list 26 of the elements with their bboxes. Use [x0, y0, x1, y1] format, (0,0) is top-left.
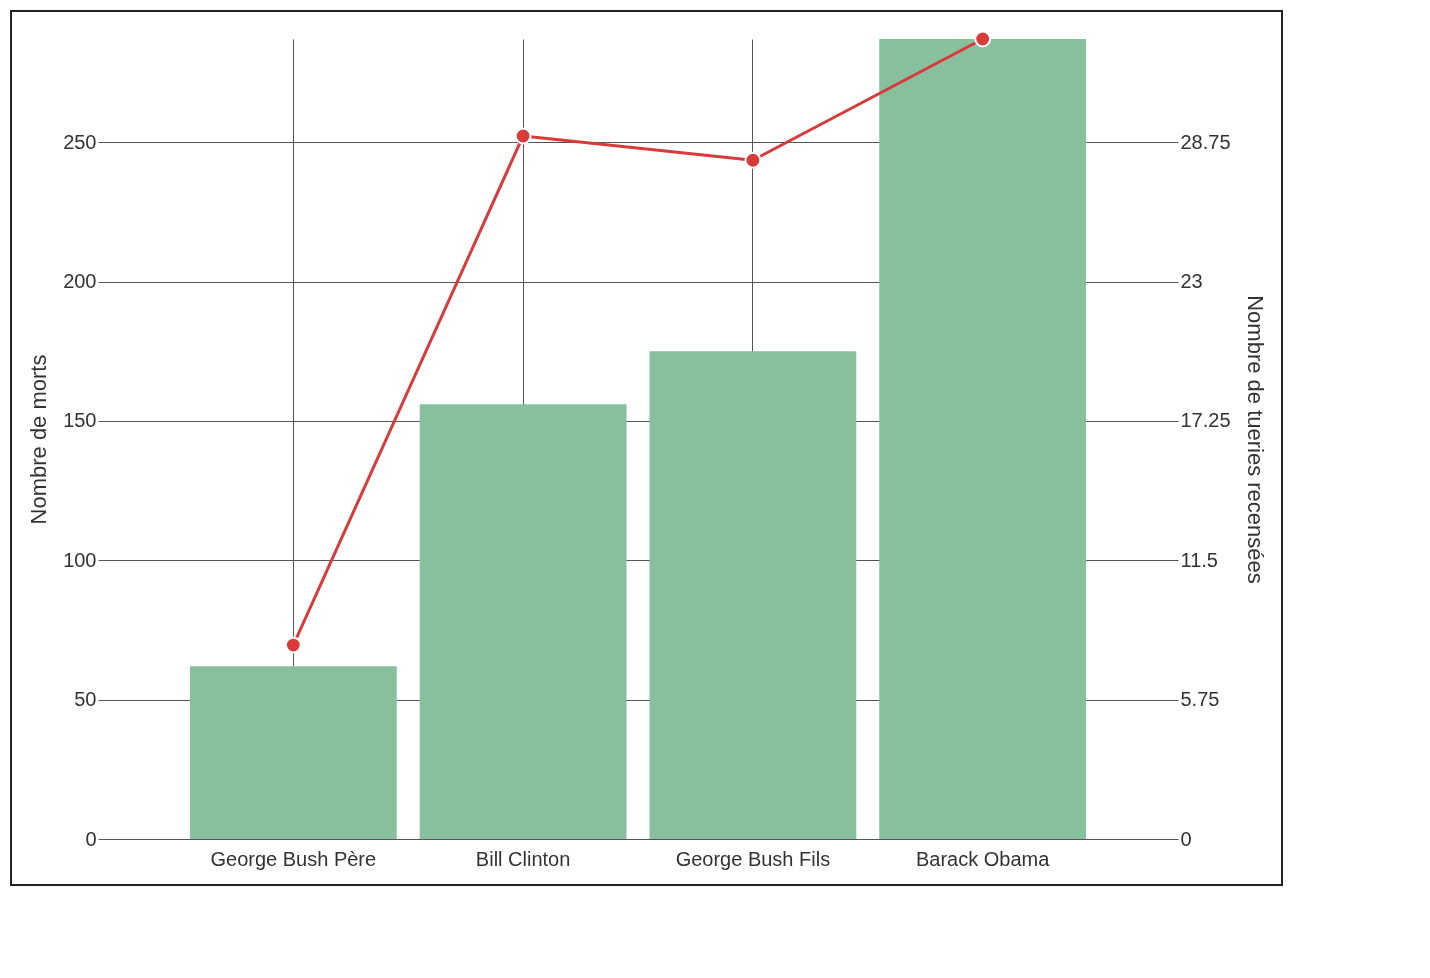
point [974, 30, 992, 48]
y2-axis-title: Nombre de tueries recensées [1242, 295, 1268, 584]
y-tick-label: 0 [85, 827, 97, 850]
point [744, 151, 762, 169]
x-tick-label: George Bush Fils [675, 847, 831, 870]
y-tick-label: 250 [63, 130, 97, 153]
y-tick-label: 100 [63, 548, 97, 571]
bar [189, 666, 397, 839]
y-tick-label: 50 [74, 688, 97, 711]
point [514, 127, 532, 145]
y2-tick-label: 5.75 [1180, 688, 1220, 711]
bar [649, 351, 857, 839]
point [284, 636, 302, 654]
y2-tick-label: 0 [1180, 827, 1192, 850]
y-axis-title: Nombre de morts [26, 354, 52, 525]
x-tick-label: Bill Clinton [475, 847, 571, 870]
y2-tick-label: 11.5 [1180, 548, 1218, 571]
y2-tick-label: 28.75 [1180, 130, 1231, 153]
y2-tick-label: 23 [1180, 269, 1203, 292]
y-tick-label: 150 [63, 409, 97, 432]
x-tick-label: George Bush Père [210, 847, 377, 870]
bar [419, 404, 627, 839]
y-tick-label: 200 [63, 270, 97, 293]
x-tick-label: Barack Obama [915, 847, 1051, 870]
bar [879, 39, 1087, 839]
y2-tick-label: 17.25 [1180, 409, 1231, 432]
